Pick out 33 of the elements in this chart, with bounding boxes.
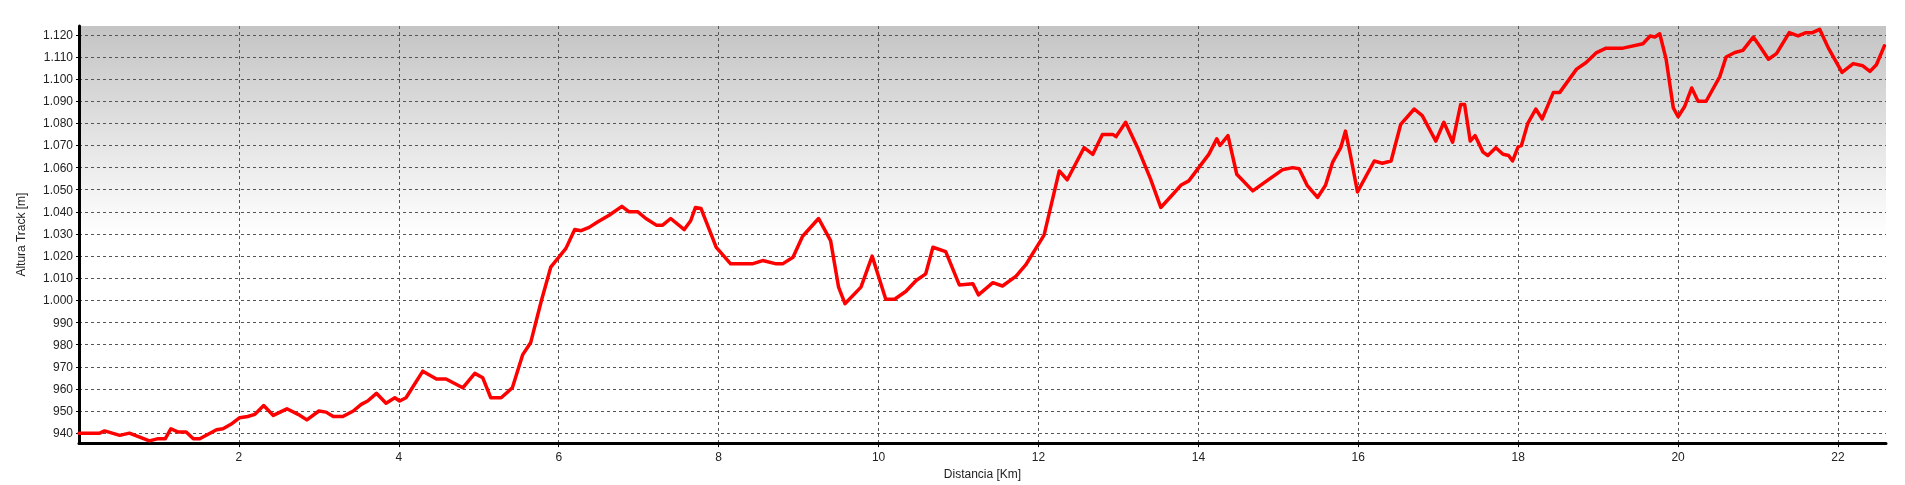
x-tick-label: 20 [1671,450,1686,465]
x-tick-label: 22 [1831,450,1846,465]
x-tick-label: 4 [395,450,403,465]
y-tick-label: 1.120 [42,27,74,42]
line-series [77,27,1887,443]
y-tick-label: 1.090 [42,94,74,109]
x-tick-label: 6 [555,450,563,465]
x-tick-label: 16 [1351,450,1366,465]
y-tick-label: 1.010 [42,271,74,286]
y-axis-title: Altura Track [m] [14,192,28,277]
y-tick-label: 980 [52,337,74,352]
x-tick-label: 12 [1031,450,1046,465]
y-tick-label: 1.000 [42,293,74,308]
y-tick-label: 1.100 [42,72,74,87]
x-tick-label: 10 [871,450,886,465]
y-tick-label: 970 [52,359,74,374]
x-tick-label: 8 [715,450,723,465]
y-tick-label: 940 [52,426,74,441]
y-tick-label: 960 [52,381,74,396]
x-axis-title: Distancia [Km] [943,467,1022,481]
x-tick-label: 14 [1191,450,1206,465]
y-tick-label: 1.040 [42,204,74,219]
y-tick-label: 1.050 [42,182,74,197]
y-tick-label: 1.020 [42,249,74,264]
y-tick-label: 1.060 [42,160,74,175]
y-tick-label: 1.030 [42,227,74,241]
y-tick-label: 1.080 [42,116,74,131]
y-tick-label: 990 [52,315,74,330]
y-tick-label: 1.070 [42,138,74,153]
x-tick-label: 18 [1511,450,1526,465]
y-tick-label: 950 [52,404,74,419]
x-tick-label: 2 [235,450,243,465]
y-tick-label: 1.110 [43,49,74,64]
